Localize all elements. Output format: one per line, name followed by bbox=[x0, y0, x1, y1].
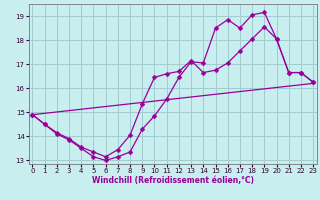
X-axis label: Windchill (Refroidissement éolien,°C): Windchill (Refroidissement éolien,°C) bbox=[92, 176, 254, 185]
